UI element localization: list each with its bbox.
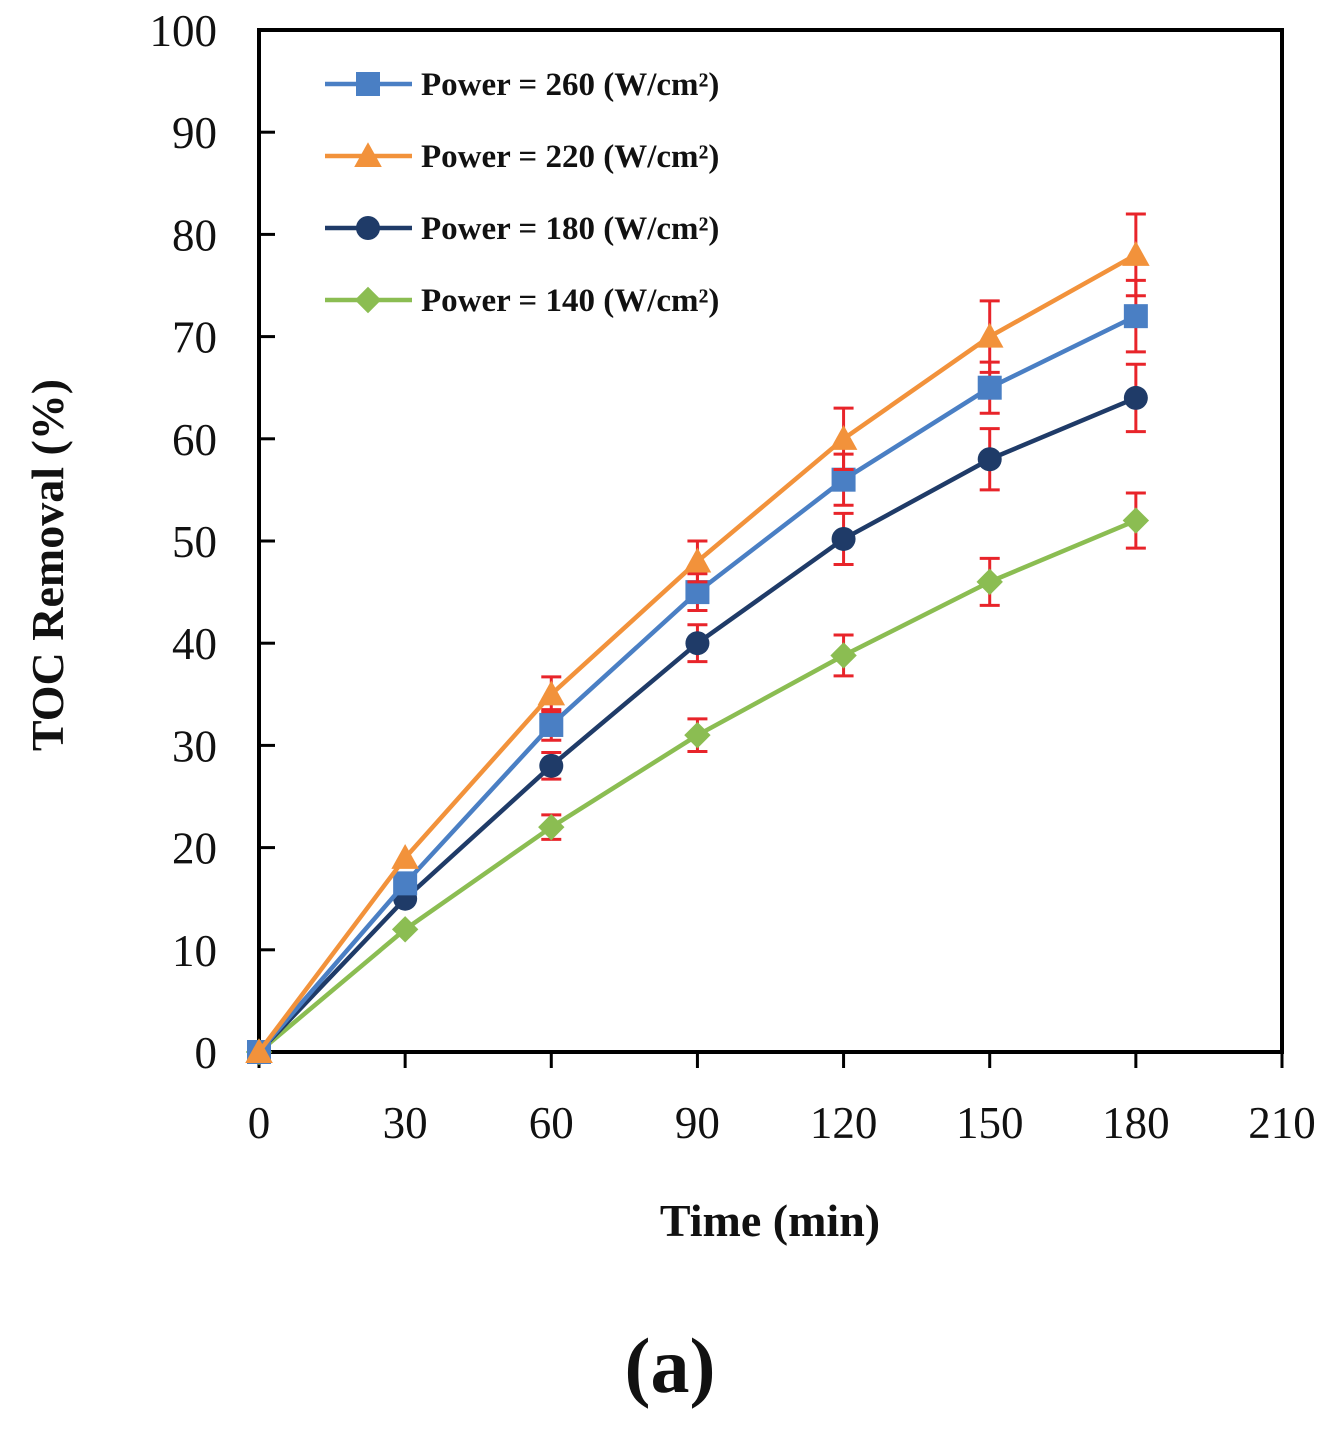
x-tick-label: 180: [1102, 1098, 1170, 1148]
x-tick-label: 120: [810, 1098, 878, 1148]
data-point-square: [831, 467, 856, 492]
data-point-circle: [977, 447, 1002, 472]
data-point-square: [1123, 304, 1148, 329]
data-point-triangle: [245, 1038, 273, 1064]
data-point-circle: [831, 526, 856, 551]
y-axis-title: TOC Removal (%): [22, 379, 73, 751]
data-point-square: [685, 580, 710, 605]
y-tick-label: 90: [172, 108, 217, 158]
legend-label: Power = 260 (W/cm²): [421, 67, 719, 103]
data-point-diamond: [1122, 507, 1150, 534]
data-point-diamond: [830, 642, 857, 669]
y-axis: 0 10 20 30 40 50 60 70 80 90 100: [150, 6, 275, 1078]
x-axis-title: Time (min): [660, 1195, 880, 1246]
data-point-triangle: [537, 680, 566, 706]
data-point-circle: [685, 631, 710, 656]
x-tick-label: 150: [956, 1098, 1024, 1148]
y-tick-label: 70: [172, 313, 217, 363]
data-point-circle: [356, 216, 380, 240]
y-tick-label: 10: [172, 926, 217, 976]
data-point-square: [356, 72, 380, 96]
legend-item: Power = 180 (W/cm²): [325, 211, 719, 247]
x-tick-label: 30: [383, 1098, 428, 1148]
panel-label: (a): [625, 1322, 716, 1409]
legend: Power = 260 (W/cm²) Power = 220 (W/cm²) Po…: [325, 67, 719, 319]
legend-label: Power = 220 (W/cm²): [421, 139, 719, 175]
series-layer: [245, 212, 1150, 1066]
data-point-triangle: [683, 547, 712, 573]
legend-label: Power = 140 (W/cm²): [421, 283, 719, 319]
legend-item: Power = 220 (W/cm²): [325, 139, 719, 175]
data-point-triangle: [391, 844, 419, 869]
y-tick-label: 20: [172, 824, 217, 874]
y-tick-label: 0: [195, 1028, 218, 1078]
data-point-diamond: [976, 568, 1003, 596]
data-point-triangle: [975, 322, 1004, 348]
y-tick-label: 40: [172, 619, 217, 669]
legend-label: Power = 180 (W/cm²): [421, 211, 719, 247]
data-point-diamond: [391, 916, 419, 943]
x-tick-label: 0: [248, 1098, 271, 1148]
data-point-square: [539, 712, 564, 737]
data-point-square: [977, 375, 1002, 400]
data-point-circle: [539, 753, 564, 778]
x-tick-label: 90: [675, 1098, 720, 1148]
x-tick-label: 210: [1248, 1098, 1316, 1148]
data-point-diamond: [538, 813, 565, 841]
series-1: [245, 212, 1150, 1064]
data-point-diamond: [684, 721, 711, 749]
legend-item: Power = 260 (W/cm²): [325, 67, 719, 103]
y-tick-label: 50: [172, 517, 217, 567]
data-point-triangle: [829, 425, 858, 450]
x-tick-label: 60: [529, 1098, 574, 1148]
data-point-triangle: [354, 142, 382, 168]
y-tick-label: 80: [172, 210, 217, 260]
legend-item: Power = 140 (W/cm²): [325, 283, 719, 319]
y-tick-label: 100: [150, 6, 218, 56]
data-point-square: [393, 871, 418, 896]
y-tick-label: 30: [172, 721, 217, 771]
data-point-triangle: [1122, 241, 1150, 266]
data-point-circle: [1123, 385, 1148, 410]
series-2: [247, 362, 1148, 1064]
x-axis: 0 30 60 90 120 150 180 210: [248, 1052, 1316, 1148]
data-point-diamond: [354, 286, 382, 314]
y-tick-label: 60: [172, 415, 217, 465]
